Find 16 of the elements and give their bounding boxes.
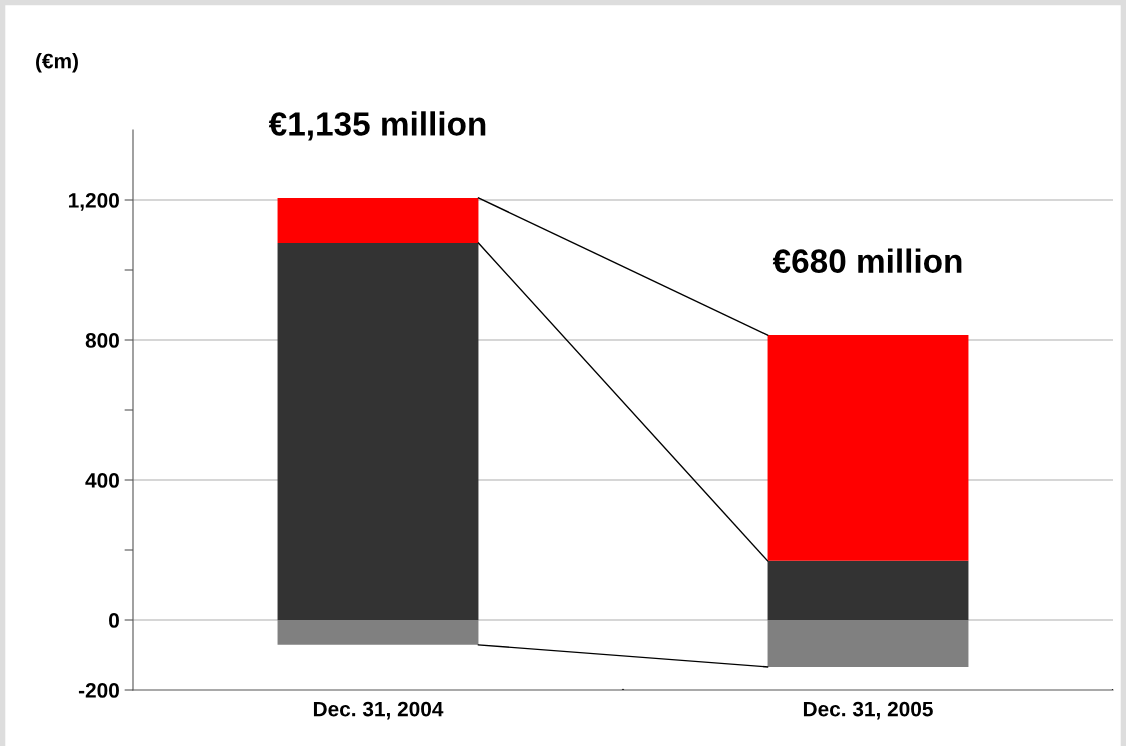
y-tick-label: 0: [109, 613, 119, 628]
bar: [767, 620, 969, 667]
x-tick-label: Dec. 31, 2005: [803, 701, 933, 720]
bar: [277, 620, 479, 645]
y-tick-label: 800: [85, 333, 119, 348]
y-tick-label: 400: [85, 473, 119, 488]
bar: [277, 197, 479, 244]
y-axis-title: (€m): [36, 53, 78, 73]
total-label: €1,135 million: [268, 111, 486, 141]
bar: [767, 335, 969, 561]
total-label: €680 million: [772, 248, 962, 273]
y-tick-label: -200: [78, 683, 119, 698]
bar: [277, 243, 479, 620]
y-tick-label: 1,200: [68, 193, 119, 211]
x-tick-label: Dec. 31, 2004: [313, 701, 444, 720]
bar: [767, 560, 969, 620]
